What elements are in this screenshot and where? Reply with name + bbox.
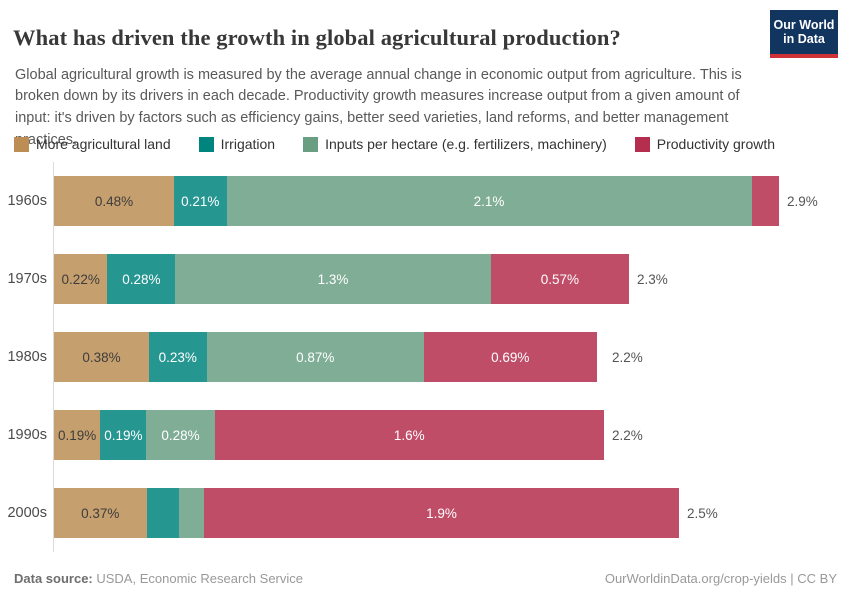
chart-row-1970s: 1970s 0.22% 0.28% 1.3% 0.57% 2.3%	[0, 240, 850, 318]
legend-item-productivity-growth[interactable]: Productivity growth	[634, 136, 776, 152]
stacked-bar: 0.38% 0.23% 0.87% 0.69%	[54, 332, 604, 382]
segment-value-label: 0.57%	[540, 271, 579, 287]
owid-url-license-link[interactable]: OurWorldinData.org/crop-yields | CC BY	[604, 571, 837, 586]
chart-row-1990s: 1990s 0.19% 0.19% 0.28% 1.6% 2.2%	[0, 396, 850, 474]
bar-total-label: 2.3%	[637, 271, 668, 287]
bar-total-label: 2.5%	[687, 505, 718, 521]
legend-label: Irrigation	[220, 136, 276, 152]
chart-row-1980s: 1980s 0.38% 0.23% 0.87% 0.69% 2.2%	[0, 318, 850, 396]
segment-value-label: 0.21%	[181, 193, 220, 209]
plot-area: 0.48% 0.21% 2.1% 2.9%	[53, 162, 850, 240]
bar-segment-inputs-per-hectare-e-g-fertilizers-machinery[interactable]: 2.1%	[226, 176, 752, 226]
segment-value-label: 0.19%	[104, 427, 143, 443]
stacked-bar: 0.19% 0.19% 0.28% 1.6%	[54, 410, 604, 460]
segment-value-label: 0.38%	[82, 349, 121, 365]
category-label: 1960s	[7, 193, 47, 209]
bar-segment-productivity-growth[interactable]: 1.6%	[214, 410, 604, 460]
chart-subtitle: Global agricultural growth is measured b…	[15, 66, 742, 148]
bar-segment-irrigation[interactable]: 0.23%	[149, 332, 207, 382]
segment-value-label: 0.19%	[57, 427, 97, 443]
stacked-bar-chart: 1960s 0.48% 0.21% 2.1% 2.9% 1970s 0.22% 0.28% 1.…	[0, 162, 850, 552]
bar-segment-more-agricultural-land[interactable]: 0.38%	[54, 332, 149, 382]
bar-segment-more-agricultural-land[interactable]: 0.48%	[54, 176, 174, 226]
bar-segment-productivity-growth[interactable]: 0.69%	[424, 332, 597, 382]
legend: More agricultural land Irrigation Inputs p…	[14, 136, 840, 152]
category-label: 1970s	[7, 271, 47, 287]
bar-segment-productivity-growth[interactable]	[751, 176, 779, 226]
legend-label: More agricultural land	[36, 136, 171, 152]
segment-value-label: 1.6%	[393, 427, 425, 443]
segment-value-label: 2.1%	[473, 193, 505, 209]
bar-segment-inputs-per-hectare-e-g-fertilizers-machinery[interactable]: 0.87%	[206, 332, 424, 382]
bar-segment-inputs-per-hectare-e-g-fertilizers-machinery[interactable]	[179, 488, 204, 538]
bar-segment-irrigation[interactable]: 0.21%	[174, 176, 227, 226]
bar-segment-more-agricultural-land[interactable]: 0.19%	[54, 410, 101, 460]
segment-value-label: 0.69%	[491, 349, 530, 365]
bar-segment-irrigation[interactable]: 0.28%	[107, 254, 176, 304]
bar-segment-more-agricultural-land[interactable]: 0.37%	[54, 488, 147, 538]
stacked-bar: 0.48% 0.21% 2.1%	[54, 176, 779, 226]
bar-total-label: 2.2%	[612, 349, 643, 365]
segment-value-label: 0.28%	[122, 271, 161, 287]
plot-area: 0.38% 0.23% 0.87% 0.69% 2.2%	[53, 318, 850, 396]
category-label: 1980s	[7, 349, 47, 365]
page-title: What has driven the growth in global agr…	[13, 25, 621, 51]
legend-item-irrigation[interactable]: Irrigation	[198, 136, 276, 152]
legend-swatch-icon	[14, 136, 29, 152]
segment-value-label: 0.37%	[81, 505, 120, 521]
data-source-value: USDA, Economic Research Service	[92, 571, 303, 586]
bar-segment-irrigation[interactable]: 0.19%	[100, 410, 147, 460]
segment-value-label: 0.22%	[61, 271, 100, 287]
segment-value-label: 0.23%	[158, 349, 197, 365]
chart-row-2000s: 2000s 0.37% 1.9% 2.5%	[0, 474, 850, 552]
legend-swatch-icon	[198, 136, 214, 152]
legend-swatch-icon	[634, 136, 650, 152]
bar-segment-more-agricultural-land[interactable]: 0.22%	[54, 254, 108, 304]
category-label: 2000s	[7, 505, 47, 521]
bar-segment-inputs-per-hectare-e-g-fertilizers-machinery[interactable]: 1.3%	[175, 254, 491, 304]
bar-total-label: 2.9%	[787, 193, 818, 209]
bar-segment-inputs-per-hectare-e-g-fertilizers-machinery[interactable]: 0.28%	[146, 410, 215, 460]
owid-logo-line2: in Data	[783, 32, 825, 46]
bar-segment-productivity-growth[interactable]: 0.57%	[490, 254, 630, 304]
segment-value-label: 1.3%	[317, 271, 349, 287]
data-source-label: Data source:	[14, 571, 93, 586]
plot-area: 0.19% 0.19% 0.28% 1.6% 2.2%	[53, 396, 850, 474]
segment-value-label: 0.28%	[161, 427, 200, 443]
bar-segment-productivity-growth[interactable]: 1.9%	[204, 488, 679, 538]
segment-value-label: 0.48%	[94, 193, 134, 209]
chart-row-1960s: 1960s 0.48% 0.21% 2.1% 2.9%	[0, 162, 850, 240]
plot-area: 0.37% 1.9% 2.5%	[53, 474, 850, 552]
owid-logo-line1: Our World	[773, 17, 835, 32]
legend-item-more-agricultural-land[interactable]: More agricultural land	[14, 136, 171, 152]
legend-swatch-icon	[303, 136, 319, 152]
segment-value-label: 0.87%	[296, 349, 335, 365]
owid-logo[interactable]: Our World in Data	[770, 10, 838, 58]
bar-total-label: 2.2%	[612, 427, 643, 443]
data-source: Data source: USDA, Economic Research Ser…	[14, 571, 303, 586]
category-label: 1990s	[7, 427, 47, 443]
footer: Data source: USDA, Economic Research Ser…	[14, 571, 837, 586]
stacked-bar: 0.37% 1.9%	[54, 488, 679, 538]
legend-label: Productivity growth	[656, 136, 776, 152]
plot-area: 0.22% 0.28% 1.3% 0.57% 2.3%	[53, 240, 850, 318]
segment-value-label: 1.9%	[426, 505, 457, 521]
legend-label: Inputs per hectare (e.g. fertilizers, ma…	[325, 136, 607, 152]
stacked-bar: 0.22% 0.28% 1.3% 0.57%	[54, 254, 630, 304]
bar-segment-irrigation[interactable]	[146, 488, 179, 538]
legend-item-inputs-per-hectare-e-g-fertilizers-machinery[interactable]: Inputs per hectare (e.g. fertilizers, ma…	[303, 136, 607, 152]
